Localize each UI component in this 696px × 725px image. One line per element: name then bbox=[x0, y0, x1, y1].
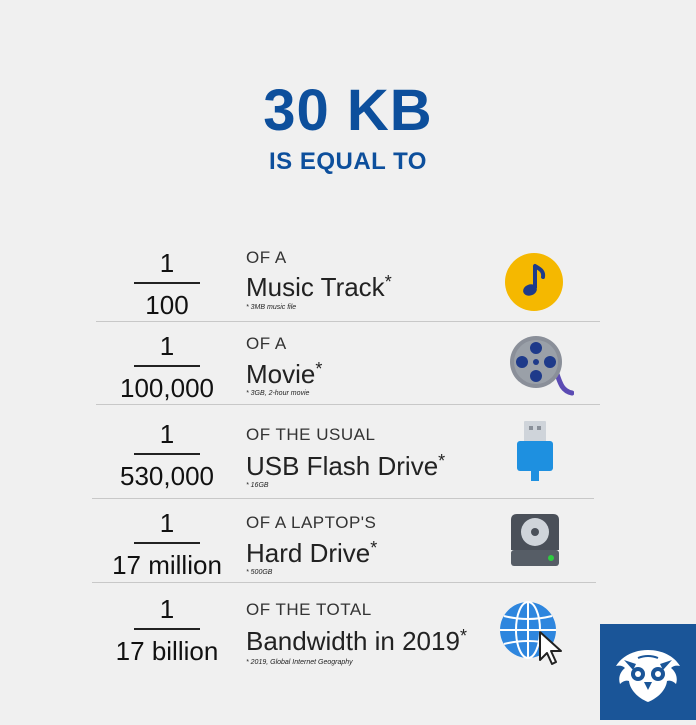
fraction-numerator: 1 bbox=[159, 419, 175, 449]
fraction: 1 530,000 bbox=[96, 419, 238, 491]
footnote-star: * bbox=[438, 451, 446, 471]
row-prefix: OF A LAPTOP'S bbox=[246, 513, 377, 532]
row-prefix: OF A bbox=[246, 334, 287, 353]
row-name-text: Bandwidth in 2019 bbox=[246, 626, 460, 656]
fraction-denominator: 530,000 bbox=[120, 461, 214, 491]
fraction-bar bbox=[134, 282, 200, 284]
row-name-text: Movie bbox=[246, 359, 316, 389]
footnote-star: * bbox=[459, 626, 467, 646]
fraction-numerator: 1 bbox=[159, 331, 175, 361]
footnote-star: * bbox=[315, 359, 323, 379]
footnote-star: * bbox=[384, 272, 392, 292]
row-divider bbox=[96, 404, 600, 405]
row-divider bbox=[92, 582, 596, 583]
fraction-bar bbox=[134, 628, 200, 630]
fraction-denominator: 17 billion bbox=[115, 636, 219, 666]
owl-logo bbox=[600, 624, 696, 720]
hard-drive-icon bbox=[511, 514, 559, 566]
row-footnote: * 2019, Global Internet Geography bbox=[246, 659, 353, 666]
row-prefix: OF THE USUAL bbox=[246, 425, 376, 444]
fraction: 1 100,000 bbox=[96, 331, 238, 403]
fraction: 1 17 million bbox=[96, 508, 238, 580]
row-name: Bandwidth in 2019* bbox=[246, 626, 467, 657]
row-name: Hard Drive* bbox=[246, 538, 377, 569]
fraction-bar bbox=[134, 542, 200, 544]
fraction: 1 17 billion bbox=[96, 594, 238, 666]
row-footnote: * 500GB bbox=[246, 569, 273, 576]
row-name-text: Hard Drive bbox=[246, 538, 371, 568]
page-title: 30 KB bbox=[263, 78, 433, 143]
page-subtitle: IS EQUAL TO bbox=[269, 148, 427, 175]
fraction-numerator: 1 bbox=[159, 594, 175, 624]
usb-drive-icon bbox=[517, 421, 553, 481]
film-reel-icon bbox=[510, 336, 574, 396]
fraction: 1 100 bbox=[96, 248, 238, 320]
row-divider bbox=[92, 498, 594, 499]
row-footnote: * 16GB bbox=[246, 482, 269, 489]
fraction-bar bbox=[134, 365, 200, 367]
fraction-denominator: 17 million bbox=[112, 550, 222, 580]
fraction-numerator: 1 bbox=[159, 508, 175, 538]
row-name: Movie* bbox=[246, 359, 322, 390]
fraction-numerator: 1 bbox=[159, 248, 175, 278]
owl-logo-icon bbox=[616, 650, 680, 702]
row-prefix: OF THE TOTAL bbox=[246, 600, 372, 619]
fraction-denominator: 100,000 bbox=[120, 373, 214, 403]
row-name-text: Music Track bbox=[246, 272, 385, 302]
row-name-text: USB Flash Drive bbox=[246, 451, 439, 481]
row-prefix: OF A bbox=[246, 248, 287, 267]
row-name: Music Track* bbox=[246, 272, 392, 303]
row-name: USB Flash Drive* bbox=[246, 451, 445, 482]
fraction-bar bbox=[134, 453, 200, 455]
fraction-denominator: 100 bbox=[145, 290, 189, 320]
footnote-star: * bbox=[370, 538, 378, 558]
row-divider bbox=[96, 321, 600, 322]
music-note-icon bbox=[505, 253, 563, 311]
globe-cursor-icon bbox=[500, 601, 562, 665]
row-footnote: * 3MB music file bbox=[246, 304, 297, 311]
row-footnote: * 3GB, 2-hour movie bbox=[246, 390, 310, 397]
